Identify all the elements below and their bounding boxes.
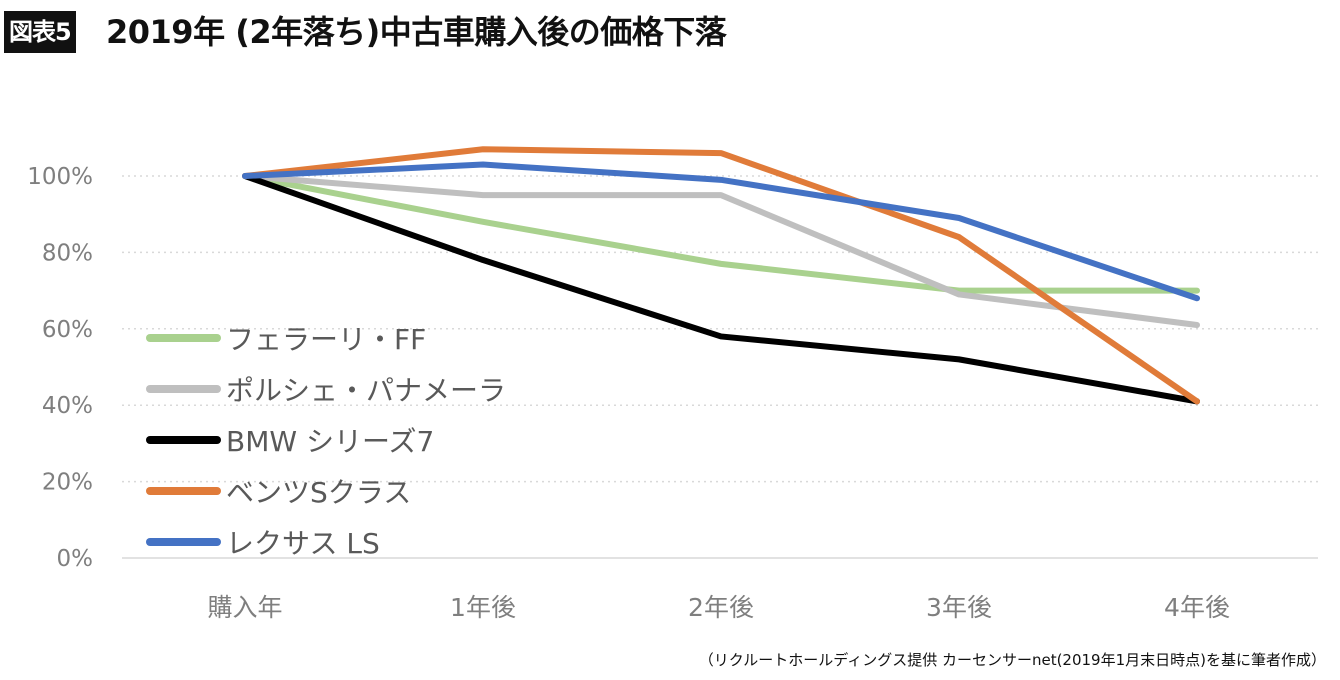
figure-badge: 図表5 [4, 11, 76, 53]
y-axis: 0% 20% 40% 60% 80% 100% [27, 164, 93, 572]
legend-label: BMW シリーズ7 [226, 425, 434, 458]
x-tick-label: 購入年 [207, 593, 282, 622]
x-tick-label: 2年後 [688, 593, 754, 622]
y-tick-label: 20% [42, 470, 93, 496]
series-line [242, 173, 1200, 328]
x-tick-label: 1年後 [450, 593, 516, 622]
legend-label: フェラーリ・FF [226, 323, 426, 356]
x-axis: 購入年 1年後 2年後 3年後 4年後 [207, 593, 1229, 622]
legend-item: ベンツSクラス [146, 476, 411, 509]
legend-item: フェラーリ・FF [146, 323, 426, 356]
y-tick-label: 60% [42, 317, 93, 343]
line-chart: 0% 20% 40% 60% 80% 100% 購入年 1年後 2年後 3年後 4年後 フェラーリ… [27, 146, 1318, 622]
chart-title: 2019年 (2年落ち)中古車購入後の価格下落 [106, 13, 727, 51]
legend-label: ベンツSクラス [226, 476, 411, 509]
header: 図表5 2019年 (2年落ち)中古車購入後の価格下落 [0, 0, 1340, 70]
y-tick-label: 100% [27, 164, 93, 190]
series-line [242, 146, 1200, 405]
y-tick-label: 40% [42, 393, 93, 419]
gridlines [122, 175, 1318, 559]
source-footnote: （リクルートホールディングス提供 カーセンサーnet(2019年1月末日時点)を… [698, 651, 1326, 669]
y-tick-label: 80% [42, 240, 93, 266]
series-line [242, 173, 1200, 405]
legend-item: ポルシェ・パナメーラ [146, 374, 506, 407]
legend-item: BMW シリーズ7 [146, 425, 434, 458]
legend-item: レクサス LS [146, 527, 380, 560]
series-lines [242, 146, 1200, 405]
legend-label: レクサス LS [226, 527, 380, 560]
x-tick-label: 3年後 [926, 593, 992, 622]
y-tick-label: 0% [57, 546, 94, 572]
series-line [242, 161, 1200, 302]
x-tick-label: 4年後 [1164, 593, 1230, 622]
legend-label: ポルシェ・パナメーラ [226, 374, 506, 407]
